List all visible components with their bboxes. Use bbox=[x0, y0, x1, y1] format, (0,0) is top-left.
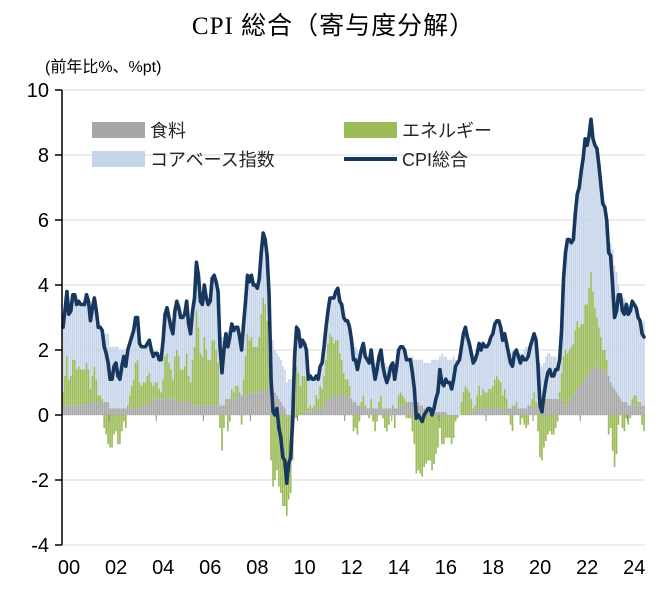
svg-text:-4: -4 bbox=[31, 535, 49, 557]
energy-swatch bbox=[344, 122, 397, 138]
legend-item-energy: エネルギー bbox=[344, 117, 492, 143]
cpi-line-swatch bbox=[344, 157, 397, 161]
svg-text:8: 8 bbox=[38, 145, 49, 167]
y-axis bbox=[55, 89, 63, 546]
food-swatch bbox=[92, 122, 145, 138]
legend-item-core: コアベース指数 bbox=[92, 146, 344, 172]
y-axis-unit-note: (前年比%、%pt) bbox=[45, 59, 162, 76]
svg-text:02: 02 bbox=[105, 557, 127, 579]
svg-text:22: 22 bbox=[576, 557, 598, 579]
svg-text:08: 08 bbox=[246, 557, 268, 579]
x-tick-labels: 00 02 04 06 08 10 12 14 16 18 20 22 24 bbox=[58, 557, 646, 579]
svg-text:4: 4 bbox=[38, 275, 49, 297]
legend-label-energy: エネルギー bbox=[402, 121, 492, 141]
svg-text:16: 16 bbox=[435, 557, 457, 579]
svg-text:10: 10 bbox=[27, 80, 49, 102]
svg-text:0: 0 bbox=[38, 405, 49, 427]
legend-label-core: コアベース指数 bbox=[150, 150, 275, 170]
y-tick-labels: 10 8 6 4 2 0 -2 -4 bbox=[27, 80, 49, 557]
svg-text:04: 04 bbox=[152, 557, 174, 579]
svg-text:18: 18 bbox=[482, 557, 504, 579]
svg-text:10: 10 bbox=[293, 557, 315, 579]
legend-label-food: 食料 bbox=[150, 121, 186, 141]
legend-item-cpi-total: CPI総合 bbox=[344, 146, 492, 172]
svg-text:06: 06 bbox=[199, 557, 221, 579]
cpi-total-line bbox=[61, 117, 646, 486]
svg-text:14: 14 bbox=[388, 557, 410, 579]
chart-title: CPI 総合（寄与度分解） bbox=[191, 13, 476, 40]
bars-food bbox=[62, 366, 645, 419]
svg-text:2: 2 bbox=[38, 340, 49, 362]
legend-item-food: 食料 bbox=[92, 117, 344, 143]
x-tick-marks bbox=[61, 415, 628, 421]
bars-core bbox=[62, 119, 645, 415]
svg-text:6: 6 bbox=[38, 210, 49, 232]
svg-text:24: 24 bbox=[623, 557, 645, 579]
legend-label-cpi-total: CPI総合 bbox=[402, 150, 469, 170]
svg-text:20: 20 bbox=[529, 557, 551, 579]
core-swatch bbox=[92, 151, 145, 167]
chart-legend: 食料 エネルギー コアベース指数 CPI総合 bbox=[92, 117, 492, 172]
svg-text:-2: -2 bbox=[31, 470, 49, 492]
svg-text:00: 00 bbox=[58, 557, 80, 579]
svg-text:12: 12 bbox=[341, 557, 363, 579]
